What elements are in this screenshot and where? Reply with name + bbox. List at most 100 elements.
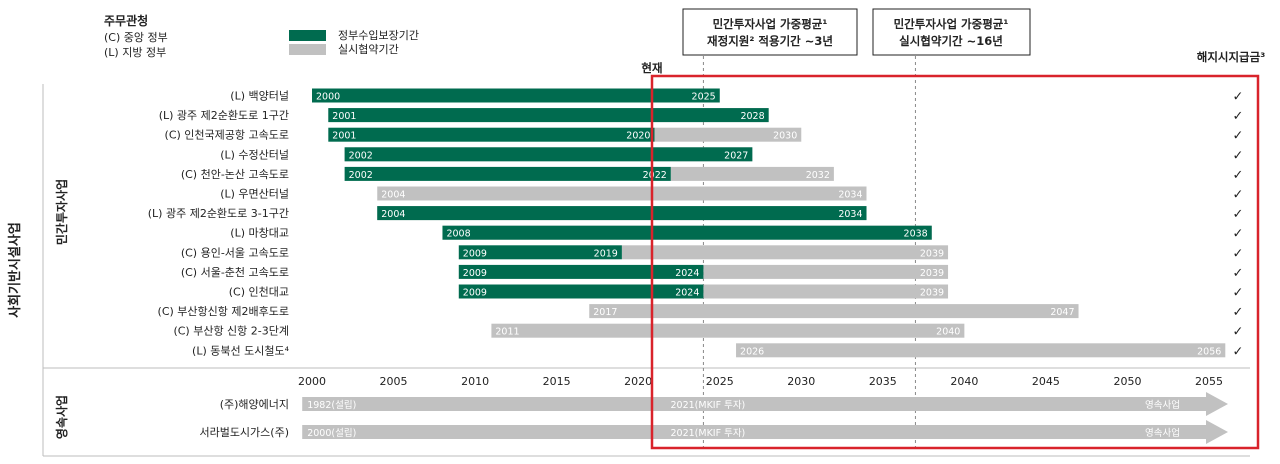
- now-label: 현재: [641, 61, 662, 75]
- x-tick-label-2045: 2045: [1032, 375, 1060, 388]
- perpetual-row: (주)해양에너지 1982(설립) 2021(MKIF 투자) 영속사업: [220, 392, 1228, 416]
- perpetual-arrow: [302, 392, 1228, 416]
- project-name: (L) 수정산터널: [220, 148, 289, 161]
- termination-check-icon: ✓: [1233, 207, 1244, 222]
- perpetual-name: (주)해양에너지: [220, 397, 289, 411]
- guarantee-start-label: 2008: [446, 229, 470, 240]
- project-row: (C) 부산항 신항 2-3단계 2011 2040 ✓: [173, 323, 1244, 340]
- guarantee-bar: [458, 264, 704, 279]
- project-name: (L) 마창대교: [230, 227, 289, 240]
- guarantee-end-label: 2024: [675, 268, 699, 279]
- project-row: (L) 동북선 도시철도⁴ 2026 2056 ✓: [192, 343, 1243, 359]
- project-row: (C) 인천대교 2039 2009 2024 ✓: [229, 284, 1244, 301]
- project-rows: (L) 백양터널 2000 2025 ✓ (L) 광주 제2순환도로 1구간 2001 20…: [148, 88, 1244, 359]
- guarantee-bar: [344, 166, 671, 181]
- guarantee-end-label: 2019: [594, 248, 618, 259]
- agreement-bar: [703, 264, 949, 279]
- project-row: (L) 수정산터널 2002 2027 ✓: [220, 147, 1243, 163]
- agreement-bar: [670, 166, 834, 181]
- perpetual-end-label: 영속사업: [1145, 399, 1180, 411]
- guarantee-start-label: 2002: [349, 150, 373, 161]
- guarantee-bar: [328, 127, 655, 142]
- highlight-box: [650, 74, 1260, 450]
- callout-left-box: [682, 8, 858, 56]
- project-row: (L) 우면산터널 2004 2034 ✓: [220, 186, 1243, 203]
- x-tick-label-2035: 2035: [869, 375, 897, 388]
- guarantee-start-label: 2009: [463, 288, 487, 299]
- project-name: (C) 부산항 신항 2-3단계: [173, 325, 289, 338]
- project-name: (C) 인천대교: [229, 285, 289, 299]
- guarantee-bar: [442, 225, 932, 240]
- termination-check-icon: ✓: [1233, 325, 1244, 340]
- x-tick-label-2010: 2010: [461, 375, 489, 388]
- agreement-legend-label: 실시협약기간: [338, 42, 399, 56]
- x-tick-label-2000: 2000: [298, 375, 326, 388]
- project-name: (C) 용인-서울 고속도로: [181, 246, 289, 259]
- guarantee-start-label: 2000: [316, 92, 340, 103]
- callout-left-line2: 재정지원² 적용기간 ~3년: [707, 34, 833, 48]
- guarantee-end-label: 2025: [692, 92, 716, 103]
- guarantee-end-label: 2024: [675, 288, 699, 299]
- agreement-bar: [377, 186, 867, 201]
- agreement-bar: [491, 323, 965, 338]
- project-row: (L) 백양터널 2000 2025 ✓: [230, 88, 1244, 105]
- perpetual-end-label: 영속사업: [1145, 427, 1180, 439]
- termination-check-icon: ✓: [1233, 90, 1244, 105]
- agreement-bar: [589, 304, 1079, 319]
- guarantee-start-label: 2001: [332, 111, 356, 122]
- perpetual-rows: (주)해양에너지 1982(설립) 2021(MKIF 투자) 영속사업서라벌도시가스…: [199, 392, 1228, 444]
- agreement-start-label: 2017: [593, 307, 617, 318]
- termination-check-icon: ✓: [1233, 286, 1244, 301]
- termination-check-icon: ✓: [1233, 227, 1244, 242]
- guarantee-bar: [328, 108, 769, 123]
- project-name: (C) 부산항신항 제2배후도로: [158, 305, 289, 318]
- termination-check-icon: ✓: [1233, 305, 1244, 320]
- project-name: (C) 서울-춘천 고속도로: [181, 265, 289, 279]
- perpetual-mid-label: 2021(MKIF 투자): [670, 428, 745, 439]
- termination-check-icon: ✓: [1233, 109, 1244, 124]
- x-tick-label-2015: 2015: [543, 375, 571, 388]
- agreement-end-label: 2039: [920, 288, 944, 299]
- agreement-bar: [654, 127, 802, 142]
- reference-lines: [702, 56, 916, 448]
- callout-average-support: 민간투자사업 가중평균¹ 재정지원² 적용기간 ~3년: [682, 8, 858, 56]
- project-row: (L) 마창대교 2008 2038 ✓: [230, 225, 1244, 242]
- project-row: (L) 광주 제2순환도로 3-1구간 2004 2034 ✓: [148, 206, 1244, 222]
- x-tick-label-2050: 2050: [1113, 375, 1141, 388]
- perpetual-start-label: 2000(설립): [307, 427, 356, 439]
- project-row: (C) 서울-춘천 고속도로 2039 2009 2024 ✓: [181, 264, 1244, 281]
- termination-check-icon: ✓: [1233, 266, 1244, 281]
- agreement-end-label: 2040: [936, 327, 960, 338]
- guarantee-bar: [344, 147, 753, 162]
- callout-right-line2: 실시협약기간 ~16년: [899, 34, 1003, 48]
- x-tick-label-2020: 2020: [624, 375, 652, 388]
- project-row: (C) 부산항신항 제2배후도로 2017 2047 ✓: [158, 304, 1244, 320]
- project-name: (C) 천안-논산 고속도로: [181, 167, 289, 181]
- termination-check-icon: ✓: [1233, 344, 1244, 359]
- guarantee-end-label: 2027: [724, 150, 748, 161]
- project-name: (L) 동북선 도시철도⁴: [192, 344, 290, 357]
- perpetual-arrow: [302, 420, 1228, 444]
- guarantee-start-label: 2009: [463, 268, 487, 279]
- guarantee-bar: [458, 245, 622, 260]
- x-tick-label-2025: 2025: [706, 375, 734, 388]
- guarantee-legend-swatch: [289, 30, 326, 41]
- project-row: (C) 용인-서울 고속도로 2039 2009 2019 ✓: [181, 245, 1243, 261]
- agreement-end-label: 2032: [806, 170, 830, 181]
- x-tick-label-2030: 2030: [787, 375, 815, 388]
- perpetual-name: 서라벌도시가스(주): [199, 426, 289, 439]
- perpetual-mid-label: 2021(MKIF 투자): [670, 400, 745, 411]
- guarantee-start-label: 2001: [332, 131, 356, 142]
- group-label-social-infrastructure: 사회기반시설사업: [7, 222, 23, 318]
- perpetual-row: 서라벌도시가스(주) 2000(설립) 2021(MKIF 투자) 영속사업: [199, 420, 1228, 444]
- guarantee-bar: [377, 206, 867, 221]
- guarantee-start-label: 2009: [463, 248, 487, 259]
- termination-check-icon: ✓: [1233, 148, 1244, 163]
- callout-right-box: [872, 8, 1031, 56]
- agreement-legend-swatch: [289, 44, 326, 55]
- perpetual-start-label: 1982(설립): [307, 399, 356, 411]
- project-name: (L) 광주 제2순환도로 1구간: [159, 109, 289, 122]
- agreement-bar: [736, 343, 1226, 358]
- x-axis: 2000 2005 2010 2015 2020 2025 2030 2035 2040 2045…: [298, 375, 1223, 388]
- guarantee-end-label: 2022: [643, 170, 667, 181]
